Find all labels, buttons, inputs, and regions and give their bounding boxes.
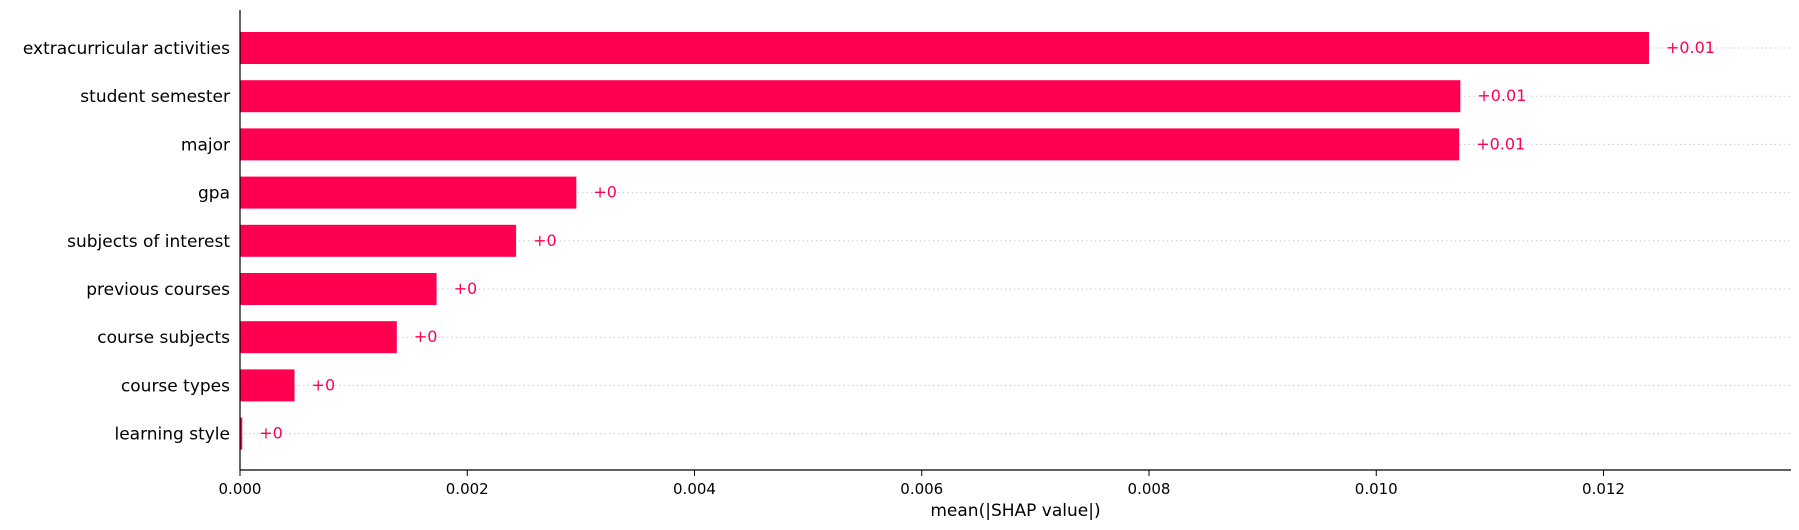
value-labels: +0.01 +0.01 +0.01 +0 +0 +0 +0 +0 +0 — [259, 38, 1715, 443]
x-tick-label: 0.002 — [446, 480, 489, 498]
x-tick-label: 0.006 — [900, 480, 943, 498]
bar-previous-courses — [240, 273, 437, 305]
value-label: +0 — [533, 231, 557, 250]
value-label: +0 — [593, 183, 617, 202]
bar-learning-style — [240, 417, 243, 450]
category-label: learning style — [114, 425, 230, 445]
value-label: +0 — [454, 279, 478, 298]
axes: 0.000 0.002 0.004 0.006 0.008 0.010 0.012 — [219, 10, 1791, 498]
bar-student-semester — [240, 80, 1461, 113]
bar-subjects-of-interest — [240, 224, 517, 257]
value-label: +0.01 — [1666, 38, 1715, 57]
category-label: subjects of interest — [67, 232, 230, 252]
category-labels: extracurricular activities student semest… — [23, 39, 230, 445]
category-label: extracurricular activities — [23, 39, 230, 59]
bars — [240, 32, 1649, 450]
bar-course-types — [240, 369, 295, 402]
category-label: course subjects — [97, 328, 230, 348]
x-tick-label: 0.000 — [219, 480, 262, 498]
category-label: gpa — [198, 184, 230, 204]
value-label: +0 — [312, 375, 336, 394]
x-tick-label: 0.008 — [1128, 480, 1171, 498]
category-label: student semester — [80, 87, 230, 107]
x-tick-label: 0.012 — [1582, 480, 1625, 498]
bar-major — [240, 128, 1460, 161]
value-label: +0 — [259, 424, 283, 443]
value-label: +0.01 — [1477, 86, 1526, 105]
x-axis-title: mean(|SHAP value|) — [930, 501, 1100, 521]
bar-course-subjects — [240, 321, 397, 354]
x-tick-label: 0.010 — [1355, 480, 1398, 498]
value-label: +0.01 — [1476, 134, 1525, 153]
category-label: previous courses — [86, 280, 230, 300]
x-tick-label: 0.004 — [673, 480, 716, 498]
bar-gpa — [240, 176, 577, 209]
value-label: +0 — [414, 327, 438, 346]
category-label: major — [181, 135, 230, 155]
category-label: course types — [121, 376, 230, 396]
bar-extracurricular-activities — [240, 32, 1649, 64]
